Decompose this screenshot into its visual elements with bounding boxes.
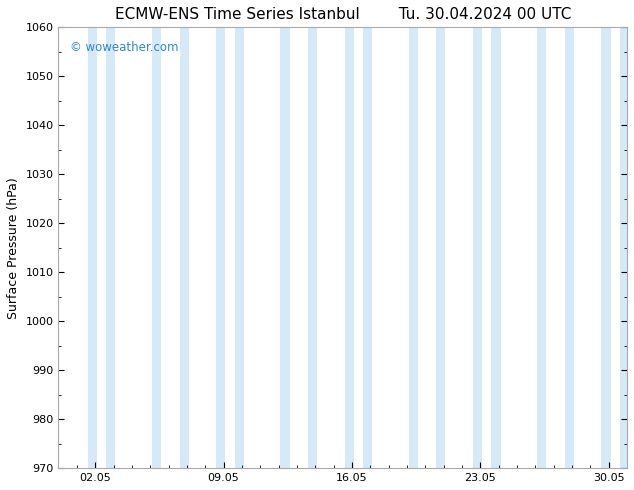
Title: ECMW-ENS Time Series Istanbul        Tu. 30.04.2024 00 UTC: ECMW-ENS Time Series Istanbul Tu. 30.04.…: [115, 7, 571, 22]
Bar: [235, 27, 243, 468]
Bar: [436, 27, 446, 468]
Bar: [565, 27, 574, 468]
Bar: [473, 27, 482, 468]
Y-axis label: Surface Pressure (hPa): Surface Pressure (hPa): [7, 177, 20, 318]
Bar: [491, 27, 500, 468]
Bar: [602, 27, 611, 468]
Bar: [619, 27, 629, 468]
Bar: [179, 27, 189, 468]
Text: © woweather.com: © woweather.com: [70, 41, 178, 53]
Bar: [106, 27, 115, 468]
Bar: [88, 27, 97, 468]
Bar: [537, 27, 547, 468]
Bar: [216, 27, 226, 468]
Bar: [280, 27, 290, 468]
Bar: [308, 27, 317, 468]
Bar: [152, 27, 161, 468]
Bar: [345, 27, 354, 468]
Bar: [409, 27, 418, 468]
Bar: [363, 27, 372, 468]
